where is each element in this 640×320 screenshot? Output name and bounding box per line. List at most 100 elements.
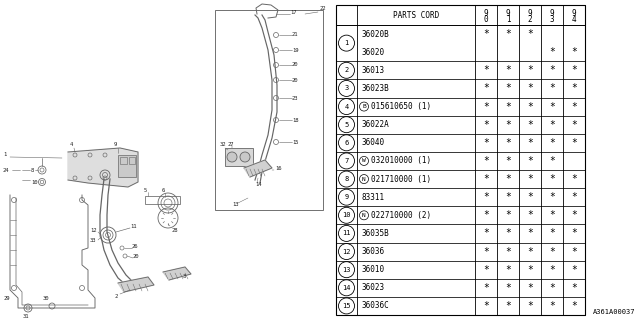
Text: *: * [483,84,489,93]
Text: *: * [549,47,555,57]
Text: *: * [549,65,555,75]
Text: 9: 9 [550,9,554,18]
Text: *: * [505,29,511,39]
Text: *: * [571,228,577,238]
Text: *: * [527,174,533,184]
Text: 9: 9 [572,9,576,18]
Text: *: * [483,120,489,130]
Text: PARTS CORD: PARTS CORD [393,11,439,20]
Text: *: * [549,283,555,293]
Text: *: * [527,210,533,220]
Text: 15: 15 [292,140,298,145]
Polygon shape [68,148,138,187]
Text: *: * [549,101,555,112]
Text: 10: 10 [31,180,38,186]
Text: 9: 9 [528,9,532,18]
Text: *: * [527,138,533,148]
Text: 1: 1 [3,153,6,157]
Text: 20: 20 [292,77,298,83]
Text: 23: 23 [292,95,298,100]
Text: 32: 32 [220,142,227,148]
Text: *: * [505,301,511,311]
Text: 36013: 36013 [361,66,384,75]
Text: *: * [505,210,511,220]
Text: *: * [483,228,489,238]
Text: 5: 5 [144,188,147,193]
Text: 83311: 83311 [361,193,384,202]
Text: W: W [362,158,366,164]
Text: 29: 29 [4,295,10,300]
Text: 33: 33 [90,237,97,243]
Text: *: * [571,101,577,112]
Polygon shape [244,160,272,177]
Text: *: * [549,138,555,148]
Text: *: * [483,65,489,75]
Text: *: * [571,210,577,220]
Text: *: * [483,192,489,202]
Text: 2: 2 [528,14,532,23]
Text: *: * [571,174,577,184]
Text: 3: 3 [183,274,186,278]
Text: *: * [505,265,511,275]
Text: 36020B: 36020B [361,29,388,39]
Text: 26: 26 [132,244,138,249]
Text: 6: 6 [162,188,165,193]
Text: *: * [527,192,533,202]
Circle shape [240,152,250,162]
Text: 2: 2 [344,67,349,73]
Text: *: * [571,65,577,75]
Text: 1: 1 [506,14,510,23]
Text: *: * [549,192,555,202]
Text: *: * [571,47,577,57]
Text: 015610650 (1): 015610650 (1) [371,102,431,111]
Text: B: B [362,104,366,109]
Text: 28: 28 [172,228,179,233]
Circle shape [227,152,237,162]
Text: 14: 14 [255,182,262,188]
Text: 032010000 (1): 032010000 (1) [371,156,431,165]
Text: 9: 9 [484,9,488,18]
Text: 11: 11 [130,223,136,228]
Text: 27: 27 [228,141,234,147]
Text: *: * [483,265,489,275]
Text: *: * [527,84,533,93]
Text: 31: 31 [23,314,29,318]
Text: *: * [571,120,577,130]
Bar [336,5,585,315]
Text: 9: 9 [506,9,510,18]
Text: *: * [571,84,577,93]
Text: *: * [549,84,555,93]
Polygon shape [163,267,191,280]
Text: 36036C: 36036C [361,301,388,310]
Text: 12: 12 [90,228,97,233]
Text: 3: 3 [550,14,554,23]
Text: *: * [505,174,511,184]
Text: *: * [527,120,533,130]
Text: *: * [549,265,555,275]
Text: 10: 10 [342,212,351,218]
Text: *: * [571,247,577,257]
Text: A361A00037: A361A00037 [593,309,635,315]
Text: *: * [571,192,577,202]
Text: 1: 1 [344,40,349,46]
Text: N: N [362,177,366,181]
Text: *: * [483,174,489,184]
Bar [118,155,136,177]
Text: *: * [505,192,511,202]
Text: 36020: 36020 [361,48,384,57]
Text: 36010: 36010 [361,265,384,274]
Text: *: * [549,228,555,238]
Text: 22: 22 [320,5,326,11]
Polygon shape [118,277,154,292]
Text: *: * [483,283,489,293]
Text: *: * [505,101,511,112]
Bar [215,10,323,210]
Text: 20: 20 [133,254,140,260]
Text: N: N [362,213,366,218]
Text: 6: 6 [344,140,349,146]
Text: 30: 30 [43,295,49,300]
Text: *: * [549,301,555,311]
Text: *: * [483,101,489,112]
Text: 022710000 (2): 022710000 (2) [371,211,431,220]
Text: 8: 8 [31,167,35,172]
